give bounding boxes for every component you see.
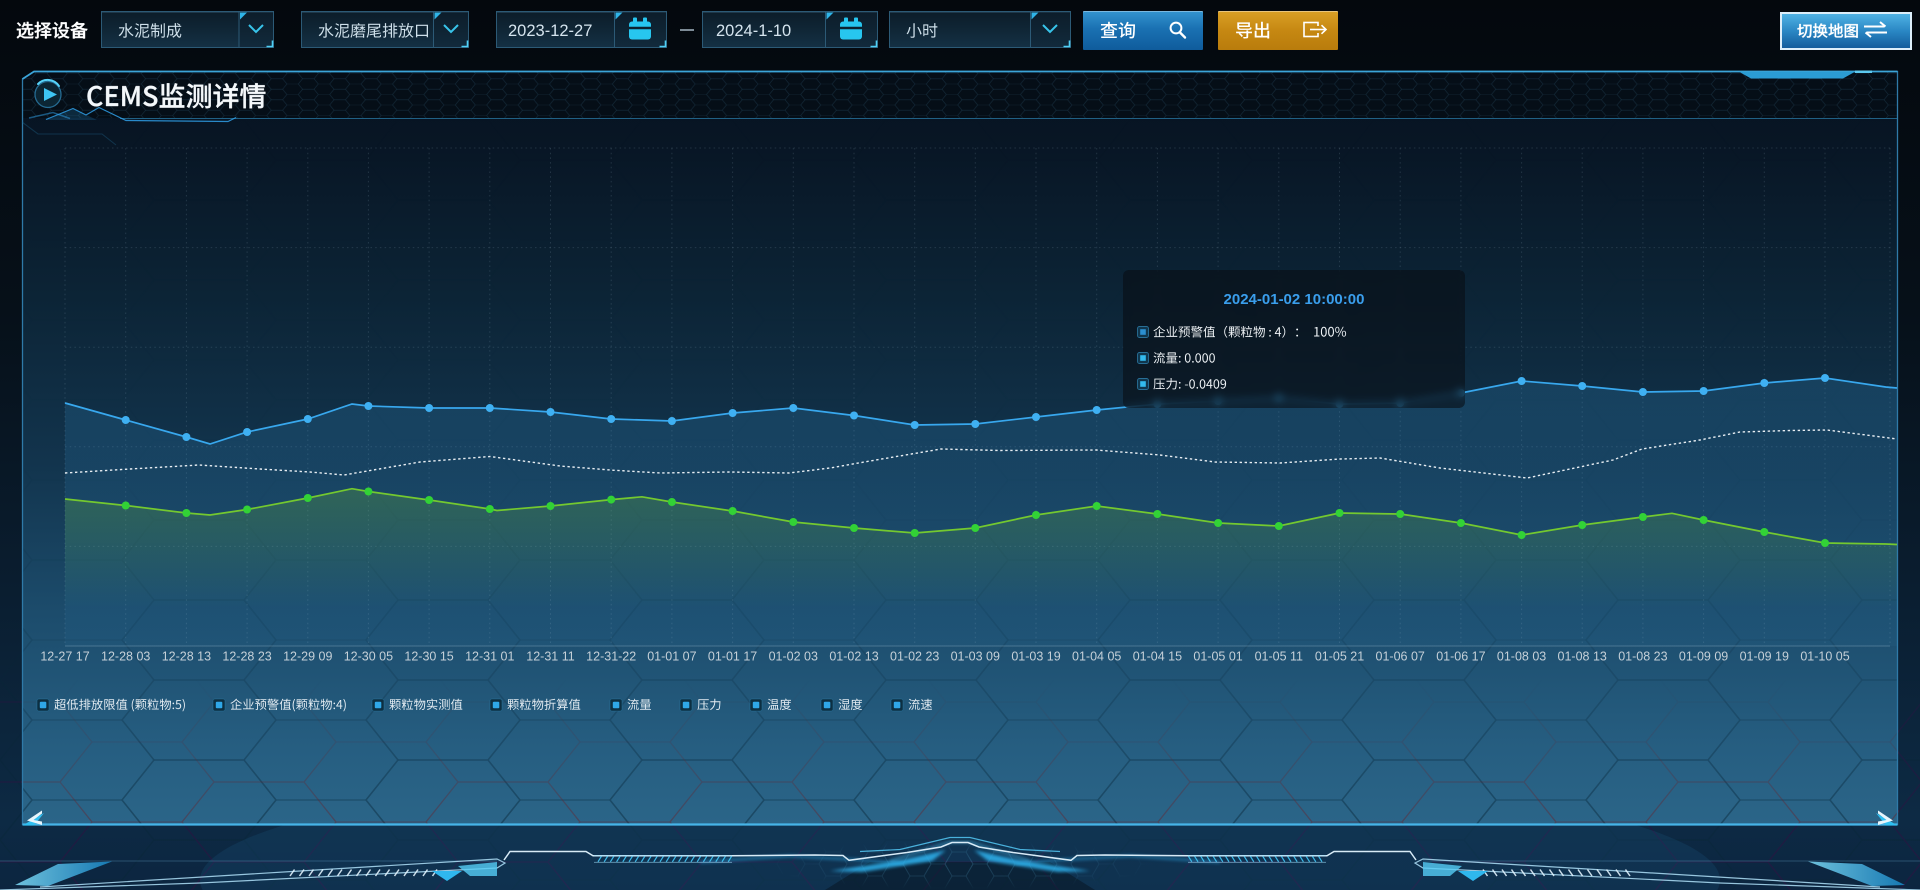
svg-text:2024-01-02 10:00:00: 2024-01-02 10:00:00: [1224, 291, 1365, 308]
